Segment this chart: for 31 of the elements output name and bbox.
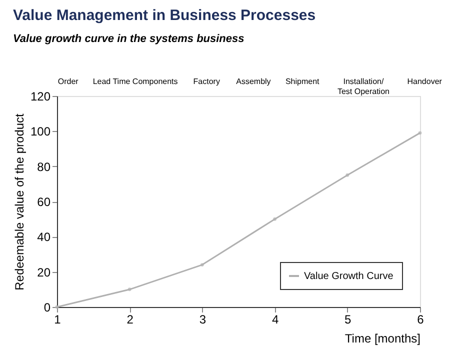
text: Lead Time Components xyxy=(92,77,178,86)
text: Assembly xyxy=(236,77,271,86)
y-tick-label: 20 xyxy=(37,265,51,280)
y-tick-label: 100 xyxy=(30,124,51,139)
point xyxy=(200,263,204,267)
y-tick-label: 40 xyxy=(37,230,51,244)
y-tick-label: 80 xyxy=(37,160,51,174)
x-tick-label: 1 xyxy=(54,312,62,326)
text: Order xyxy=(58,77,79,86)
x-tick-label: 2 xyxy=(126,312,134,326)
x-tick-label: 5 xyxy=(344,312,352,326)
point xyxy=(55,305,59,309)
chart-subtitle: Value growth curve in the systems business xyxy=(12,33,244,45)
text: Factory xyxy=(193,77,220,86)
x-tick-label: 4 xyxy=(272,312,279,326)
x-axis-title: Time [months] xyxy=(344,332,420,346)
text: Installation/ Test Operation xyxy=(337,77,390,96)
point xyxy=(346,173,350,177)
point xyxy=(418,131,422,135)
text: Handover xyxy=(407,77,442,86)
y-axis-title: Redeemable value of the product xyxy=(12,112,26,290)
y-tick-label: 60 xyxy=(37,195,51,209)
y-tick-label: 120 xyxy=(30,90,51,104)
text: Shipment xyxy=(285,77,320,86)
y-tick-label: 0 xyxy=(44,300,51,314)
point xyxy=(128,288,132,292)
point xyxy=(273,217,277,221)
chart-title: Value Management in Business Processes xyxy=(12,7,316,24)
x-tick-label: 3 xyxy=(199,312,206,326)
legend-label: Value Growth Curve xyxy=(304,271,394,282)
x-tick-label: 6 xyxy=(417,312,424,326)
